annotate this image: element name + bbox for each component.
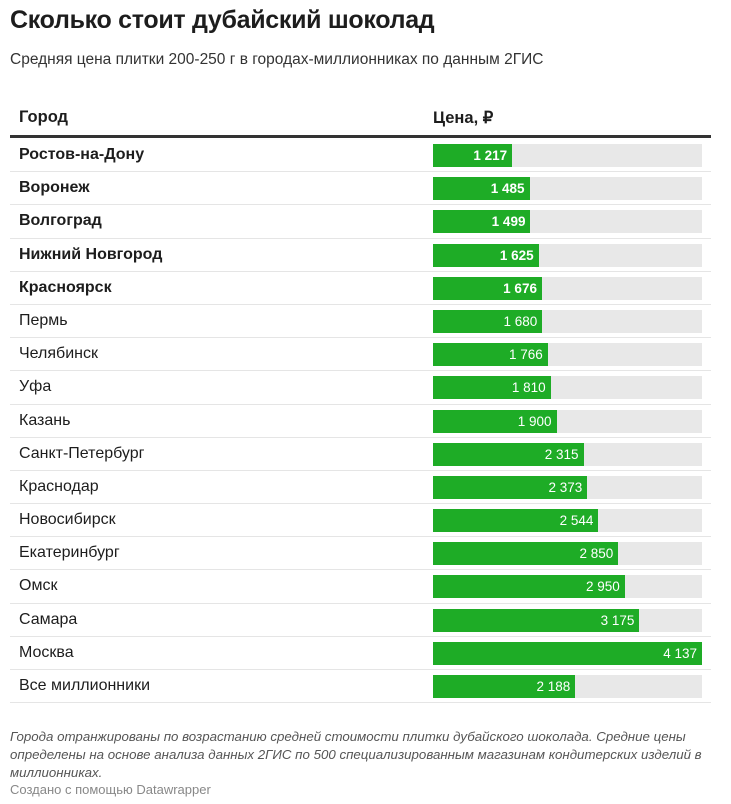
- table-row: Екатеринбург 2 850: [10, 537, 711, 571]
- price-label: 2 373: [548, 479, 583, 495]
- table-row: Казань 1 900: [10, 405, 711, 438]
- bar-track: 4 137: [433, 641, 702, 665]
- bar-track: 1 766: [433, 343, 702, 367]
- price-label: 1 680: [503, 313, 538, 329]
- price-bar: 1 217: [433, 144, 513, 167]
- bar-track: 1 680: [433, 309, 702, 333]
- bar-track: 1 625: [433, 243, 702, 267]
- city-name: Красноярск: [19, 278, 112, 296]
- city-name: Москва: [19, 643, 74, 661]
- price-bar: 3 175: [433, 608, 640, 632]
- table-row: Все миллионники 2 188: [10, 670, 711, 704]
- price-label: 1 676: [503, 280, 537, 296]
- city-name: Уфа: [19, 378, 52, 396]
- bar-track: 2 544: [433, 509, 702, 533]
- table-row: Краснодар 2 373: [10, 471, 711, 505]
- table-row: Нижний Новгород 1 625: [10, 239, 711, 272]
- city-name: Нижний Новгород: [19, 245, 163, 263]
- table-header: Город Цена, ₽: [10, 100, 711, 138]
- price-bar: 4 137: [433, 641, 702, 665]
- price-bar: 1 680: [433, 309, 543, 333]
- price-label: 2 544: [559, 513, 594, 529]
- price-bar: 2 950: [433, 575, 625, 599]
- chart-note: Города отранжированы по возрастанию сред…: [10, 729, 702, 780]
- chart-subtitle: Средняя цена плитки 200-250 г в городах-…: [10, 51, 544, 68]
- price-label: 1 485: [490, 181, 525, 197]
- bar-track: 1 217: [433, 144, 702, 167]
- bar-track: 1 499: [433, 210, 702, 234]
- bar-track: 1 676: [433, 276, 702, 300]
- price-bar: 1 676: [433, 276, 542, 300]
- bar-track: 2 373: [433, 475, 702, 499]
- price-bar: 1 766: [433, 343, 548, 367]
- price-label: 1 625: [499, 247, 534, 263]
- price-bar: 2 315: [433, 442, 584, 466]
- price-bar: 1 810: [433, 376, 551, 400]
- price-label: 1 499: [491, 214, 526, 230]
- price-label: 1 810: [511, 380, 546, 396]
- city-name: Волгоград: [19, 212, 102, 230]
- chart-title: Сколько стоит дубайский шоколад: [10, 6, 435, 34]
- table-row: Санкт-Петербург 2 315: [10, 438, 711, 471]
- bar-track: 1 810: [433, 376, 702, 400]
- column-header-price[interactable]: Цена, ₽: [433, 109, 494, 127]
- price-bar: 2 373: [433, 475, 588, 499]
- city-name: Ростов-на-Дону: [19, 146, 145, 163]
- table-row: Воронеж 1 485: [10, 172, 711, 206]
- price-bar: 1 485: [433, 177, 530, 201]
- bar-track: 3 175: [433, 608, 702, 632]
- city-name: Челябинск: [19, 345, 98, 363]
- price-bar: 1 625: [433, 243, 539, 267]
- price-label: 1 766: [509, 347, 543, 363]
- price-label: 2 188: [536, 679, 571, 694]
- price-label: 4 137: [663, 645, 697, 661]
- table-row: Волгоград 1 499: [10, 205, 711, 239]
- table-row: Москва 4 137: [10, 637, 711, 670]
- credit-link[interactable]: Создано с помощью Datawrapper: [10, 782, 211, 797]
- table-row: Красноярск 1 676: [10, 272, 711, 305]
- price-bar: 2 188: [433, 675, 576, 698]
- table-row: Уфа 1 810: [10, 371, 711, 405]
- city-name: Все миллионники: [19, 677, 151, 694]
- city-name: Санкт-Петербург: [19, 444, 145, 462]
- table-body: Ростов-на-Дону 1 217 Воронеж 1 485 Волгогр…: [10, 139, 711, 704]
- price-label: 1 217: [473, 148, 508, 163]
- table-row: Самара 3 175: [10, 604, 711, 637]
- price-bar: 2 850: [433, 542, 619, 566]
- price-bar: 2 544: [433, 509, 599, 533]
- price-bar: 1 499: [433, 210, 531, 234]
- table-row: Новосибирск 2 544: [10, 504, 711, 538]
- price-label: 1 900: [517, 413, 552, 429]
- bar-track: 1 900: [433, 409, 702, 433]
- city-name: Омск: [19, 577, 58, 595]
- price-label: 2 315: [544, 446, 579, 462]
- bar-track: 1 485: [433, 177, 702, 201]
- price-label: 2 850: [579, 546, 614, 562]
- bar-track: 2 850: [433, 542, 702, 566]
- column-header-city[interactable]: Город: [19, 108, 69, 126]
- bar-track: 2 950: [433, 575, 702, 599]
- city-name: Казань: [19, 411, 71, 429]
- city-name: Воронеж: [19, 179, 90, 197]
- table-row: Пермь 1 680: [10, 305, 711, 339]
- city-name: Самара: [19, 610, 78, 628]
- city-name: Новосибирск: [19, 511, 116, 529]
- table-row: Челябинск 1 766: [10, 338, 711, 372]
- city-name: Екатеринбург: [19, 544, 120, 562]
- price-label: 2 950: [586, 579, 620, 595]
- city-name: Краснодар: [19, 477, 99, 495]
- bar-track: 2 315: [433, 442, 702, 466]
- price-label: 3 175: [600, 612, 635, 628]
- table-row: Ростов-на-Дону 1 217: [10, 139, 711, 173]
- bar-track: 2 188: [433, 675, 702, 698]
- table-row: Омск 2 950: [10, 570, 711, 604]
- price-bar: 1 900: [433, 409, 557, 433]
- city-name: Пермь: [19, 311, 68, 329]
